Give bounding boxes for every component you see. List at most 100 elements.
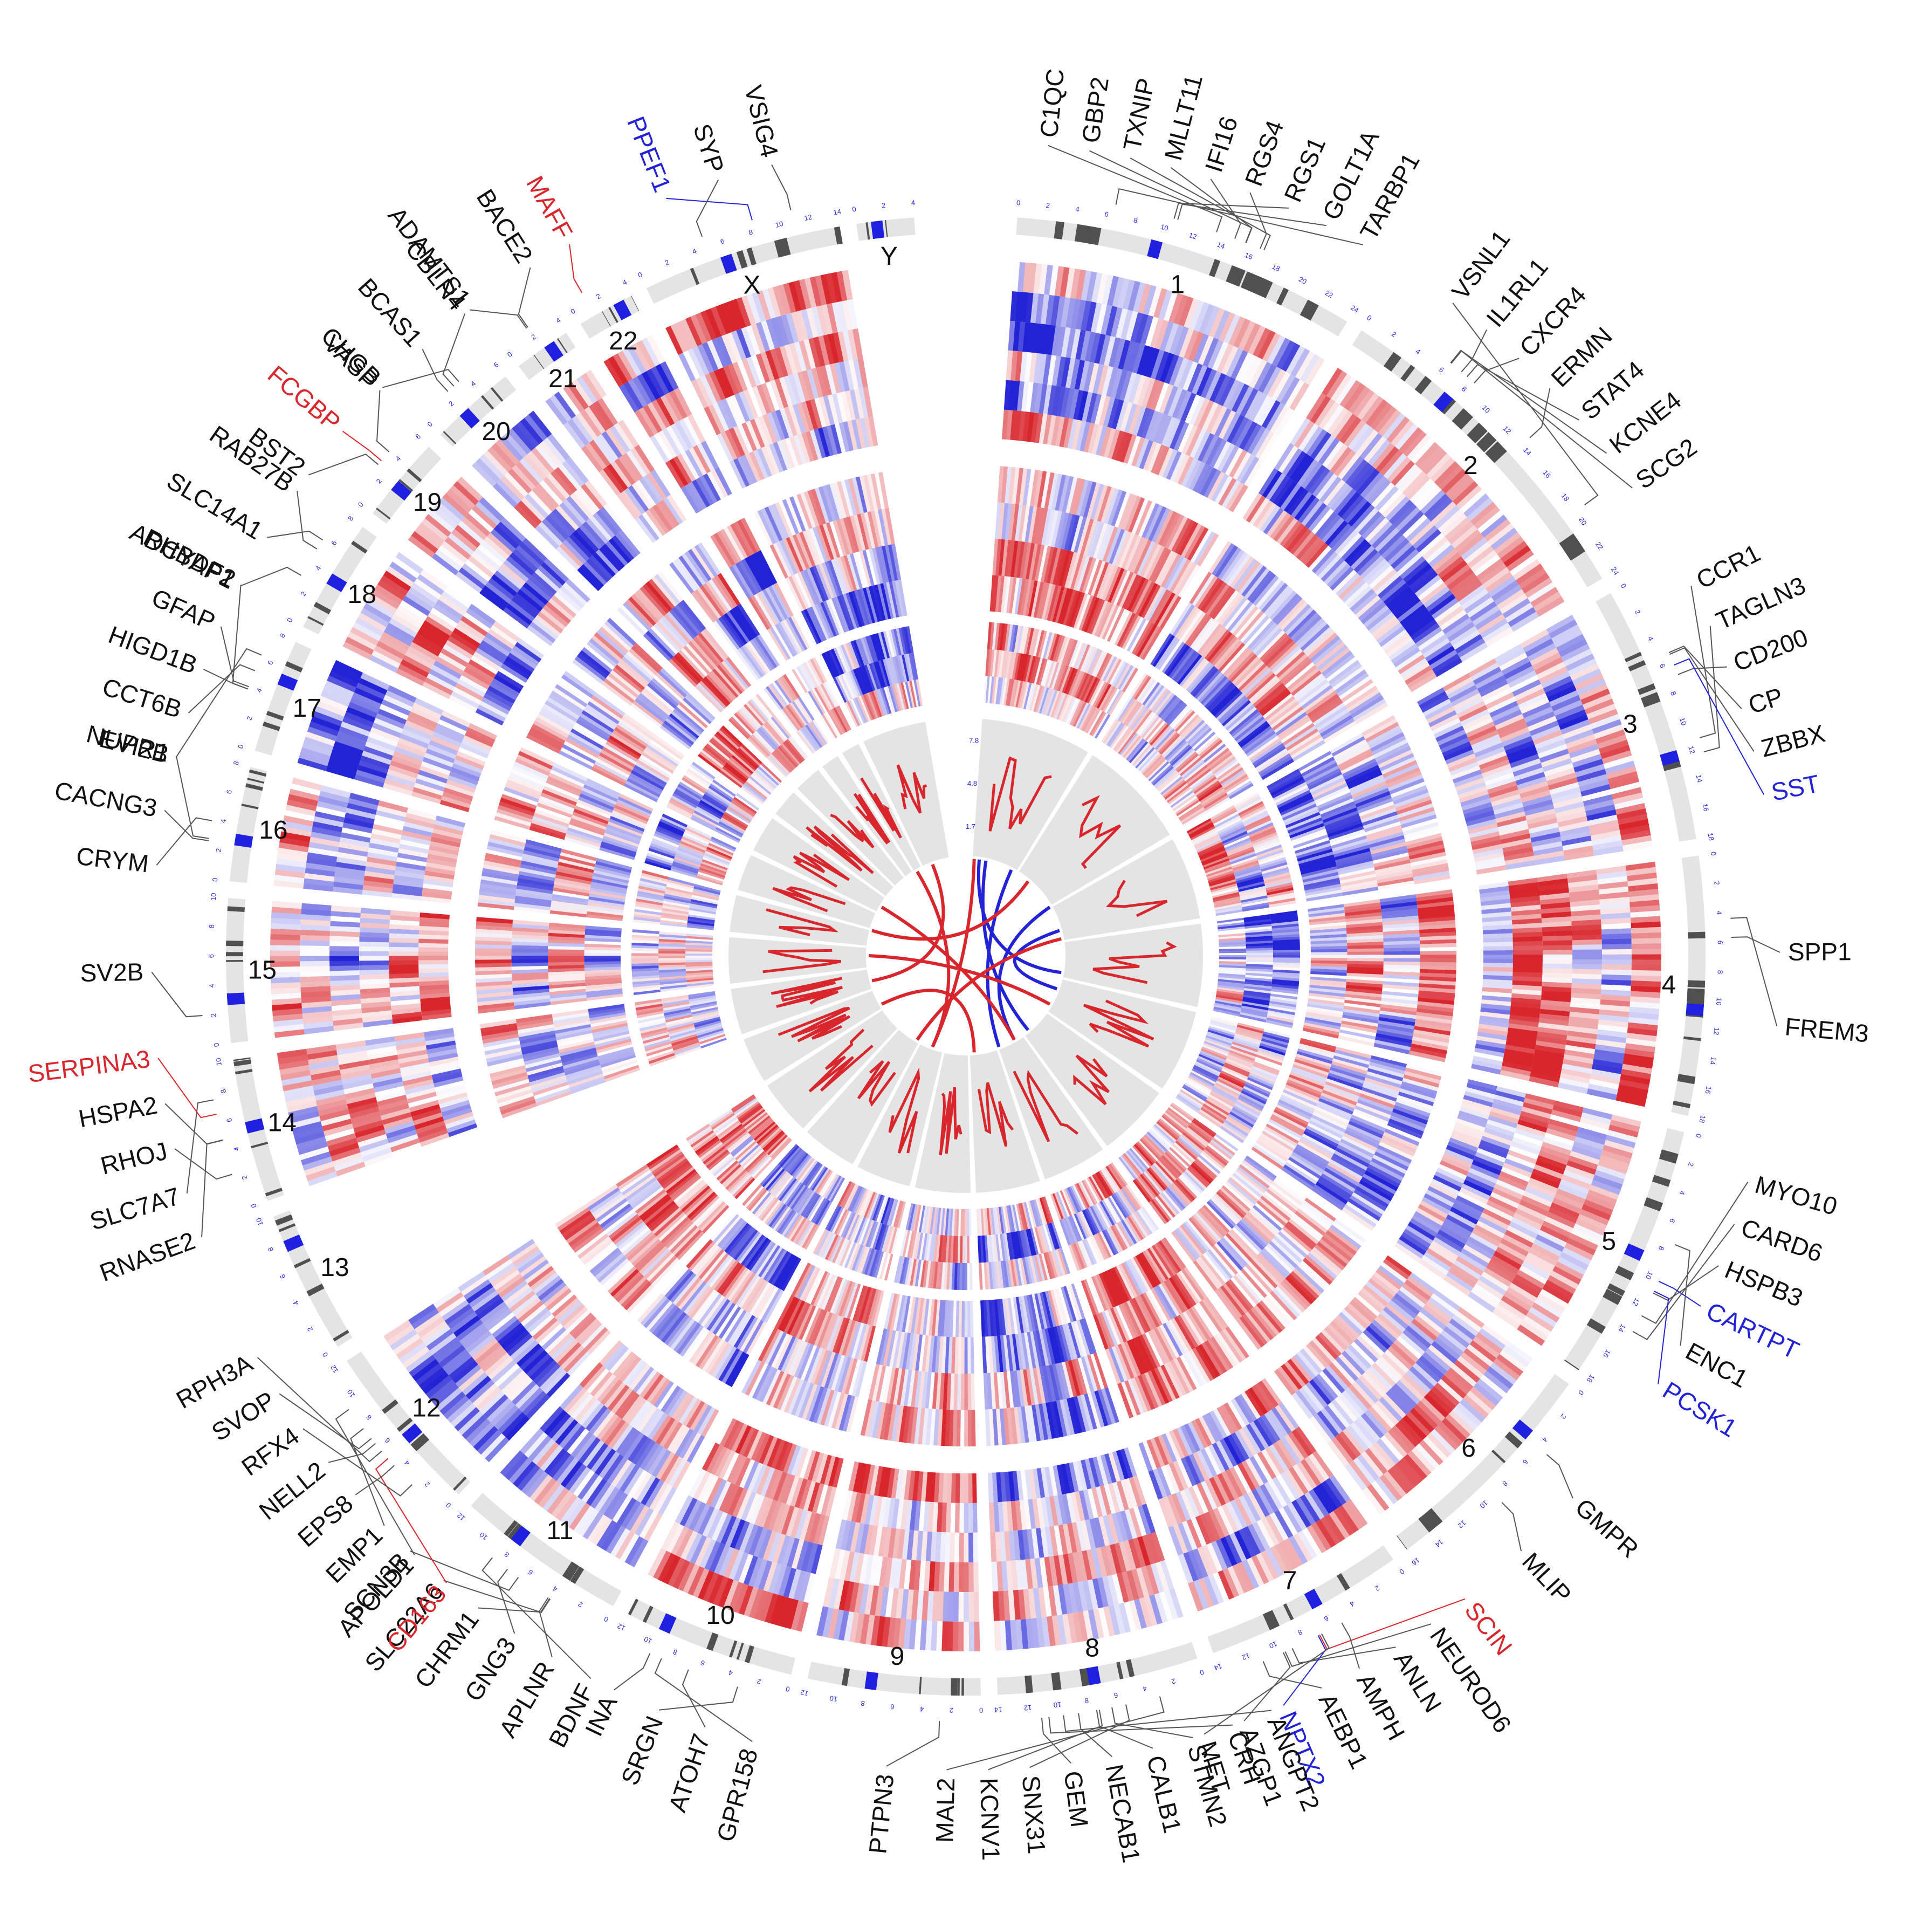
cytoband <box>834 227 843 245</box>
heatmap-cell <box>1363 605 1390 628</box>
heatmap-cell <box>1361 396 1384 424</box>
cytoband <box>1491 1450 1506 1464</box>
heatmap-cell <box>1473 738 1502 754</box>
heatmap-cell <box>1452 769 1482 784</box>
heatmap-cell <box>1462 713 1491 730</box>
heatmap-cell <box>1601 949 1632 955</box>
heatmap-cell <box>1392 503 1418 529</box>
heatmap-cell <box>1027 323 1036 353</box>
axis-tick-label: 2 <box>209 1013 218 1017</box>
heatmap-cell <box>1335 529 1359 555</box>
heatmap-cell <box>1306 429 1328 457</box>
heatmap-cell <box>1305 543 1329 568</box>
heatmap-cell <box>329 960 360 966</box>
heatmap-cell <box>1222 379 1241 409</box>
cytoband <box>1641 692 1659 702</box>
heatmap-cell <box>1576 769 1607 783</box>
heatmap-cell <box>1517 776 1547 790</box>
cytoband <box>278 1223 296 1232</box>
axis-tick-label: 12 <box>456 1511 467 1522</box>
axis-tick-label: 4 <box>911 198 915 207</box>
heatmap-cell <box>1440 609 1467 631</box>
centromere <box>1512 1419 1534 1440</box>
heatmap-cell <box>1405 612 1432 634</box>
heatmap-cell <box>1020 351 1028 382</box>
heatmap-cell <box>1201 402 1219 431</box>
heatmap-cell <box>1249 359 1268 389</box>
heatmap-cell <box>1467 819 1497 831</box>
heatmap-cell <box>1065 358 1076 388</box>
heatmap-cell <box>1429 594 1456 616</box>
heatmap-cell <box>1130 312 1144 342</box>
heatmap-cell <box>1169 324 1185 355</box>
heatmap-cell <box>1298 423 1319 451</box>
heatmap-cell <box>1512 559 1541 581</box>
cytoband <box>1624 651 1642 663</box>
cytoband <box>1051 1672 1058 1691</box>
centromere <box>277 674 298 691</box>
heatmap-cell <box>1095 426 1108 456</box>
heatmap-cell <box>963 1473 968 1503</box>
cytoband <box>1249 275 1268 296</box>
heatmap-cell <box>1427 497 1453 522</box>
heatmap-cell <box>1255 430 1275 459</box>
centromere <box>544 341 563 362</box>
heatmap-cell <box>1294 494 1317 521</box>
heatmap-cell <box>1457 638 1486 658</box>
heatmap-cell <box>1080 421 1091 452</box>
axis-tick-label: 0 <box>1016 198 1020 207</box>
heatmap-cell <box>1266 473 1287 501</box>
heatmap-cell <box>1245 356 1263 386</box>
heatmap-cell <box>1132 375 1147 405</box>
heatmap-cell <box>1025 292 1034 323</box>
heatmap-cell <box>1347 542 1372 567</box>
cytoband <box>961 1678 964 1696</box>
heatmap-cell <box>1290 348 1311 378</box>
cytoband <box>865 222 870 240</box>
heatmap-cell <box>1535 855 1565 866</box>
axis-tick-label: 4 <box>691 247 698 256</box>
cytoband <box>1452 408 1473 430</box>
axis-tick-label: 2 <box>1687 1162 1695 1168</box>
heatmap-cell <box>1125 311 1139 341</box>
heatmap-cell <box>1198 400 1215 430</box>
axis-tick-label: 12 <box>1712 1027 1721 1035</box>
heatmap-cell <box>1532 841 1563 852</box>
heatmap-cell <box>1371 615 1398 638</box>
axis-tick-label: 18 <box>1706 832 1715 841</box>
heatmap-cell <box>1575 764 1605 778</box>
heatmap-cell <box>1015 351 1023 381</box>
heatmap-cell <box>1407 434 1432 461</box>
heatmap-cell <box>1132 282 1146 313</box>
heatmap-cell <box>1001 409 1009 440</box>
heatmap-cell <box>1483 767 1513 783</box>
heatmap-cell <box>1474 852 1504 863</box>
heatmap-cell <box>1487 523 1515 546</box>
heatmap-cell <box>1289 529 1312 555</box>
heatmap-cell <box>1423 586 1450 608</box>
axis-tick-label: 0 <box>1199 1668 1205 1677</box>
heatmap-cell <box>1532 652 1562 671</box>
centromere <box>613 299 632 320</box>
heatmap-cell <box>1374 406 1398 434</box>
axis-tick-label: 10 <box>1644 1270 1655 1280</box>
heatmap-cell <box>1079 360 1090 391</box>
heatmap-cell <box>1502 731 1531 747</box>
heatmap-cell <box>1040 294 1050 325</box>
heatmap-cell <box>1350 588 1376 612</box>
heatmap-cell <box>1083 422 1095 453</box>
cytoband <box>557 338 568 354</box>
heatmap-cell <box>1528 716 1557 732</box>
heatmap-cell <box>1475 861 1506 871</box>
heatmap-cell <box>1422 537 1449 560</box>
heatmap-cell <box>1367 479 1392 505</box>
axis-tick-label: 16 <box>1701 803 1710 812</box>
heatmap-cell <box>1426 453 1452 479</box>
heatmap-cell <box>1047 355 1057 386</box>
heatmap-cell <box>1221 445 1240 474</box>
heatmap-cell <box>1302 426 1324 454</box>
heatmap-cell <box>1244 458 1264 487</box>
heatmap-cell <box>1424 493 1450 518</box>
heatmap-cell <box>1380 579 1407 602</box>
heatmap-cell <box>1179 296 1194 327</box>
